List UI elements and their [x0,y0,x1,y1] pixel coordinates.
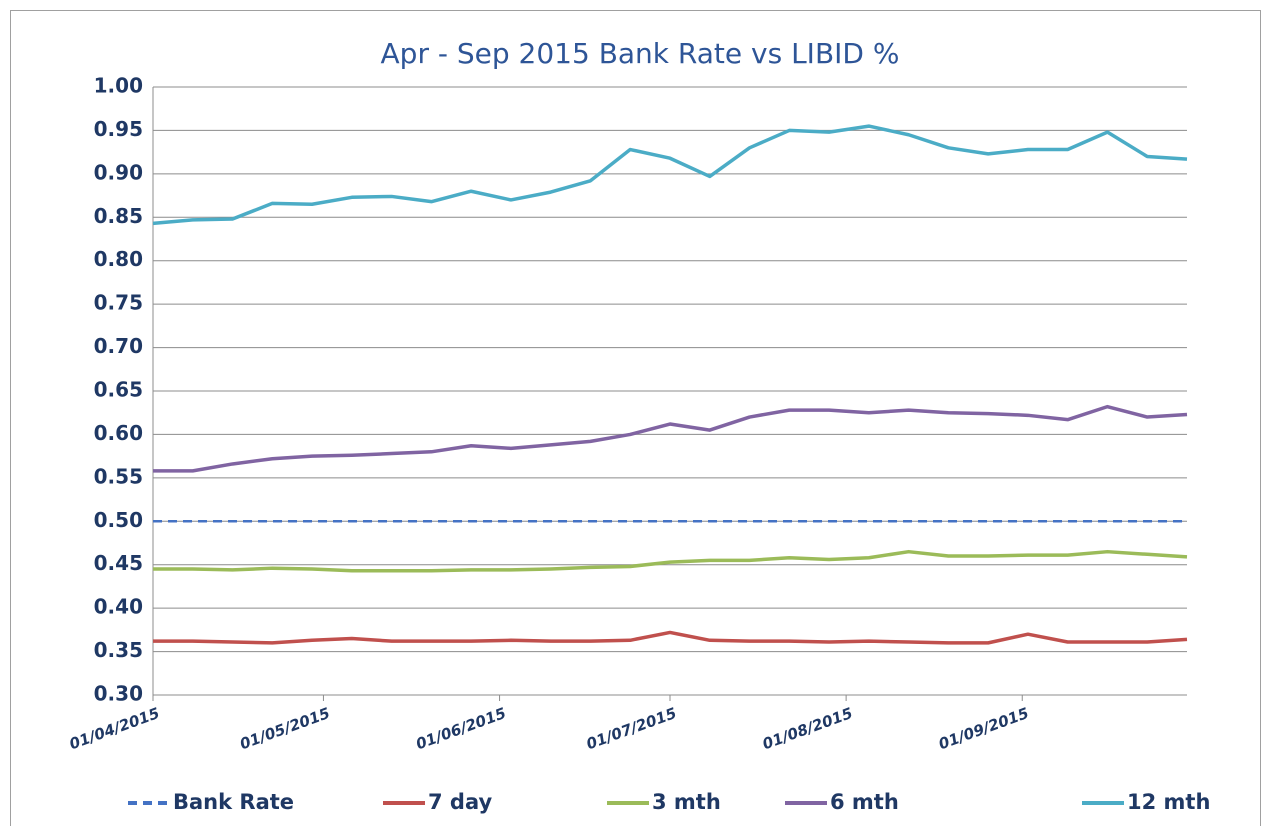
y-tick-label: 0.45 [94,551,143,575]
legend-label: Bank Rate [173,790,294,814]
legend-label: 6 mth [830,790,899,814]
y-tick-label: 0.90 [94,160,143,184]
series-line [153,404,1188,473]
y-tick-label: 0.30 [94,682,143,706]
chart-title: Apr - Sep 2015 Bank Rate vs LIBID % [381,37,900,70]
series-line [153,630,1188,645]
y-tick-label: 0.55 [94,464,143,488]
y-tick-label: 1.00 [94,74,143,98]
y-tick-label: 0.65 [94,378,143,402]
legend-label: 3 mth [652,790,721,814]
y-tick-label: 0.35 [94,638,143,662]
y-tick-label: 0.40 [94,595,143,619]
y-tick-label: 0.60 [94,421,143,445]
legend-label: 12 mth [1127,790,1210,814]
y-tick-label: 0.50 [94,508,143,532]
y-tick-label: 0.75 [94,291,143,315]
series-line [152,124,1188,226]
y-tick-label: 0.70 [94,334,143,358]
y-tick-label: 0.80 [94,247,143,271]
legend-label: 7 day [428,790,492,814]
y-tick-label: 0.85 [94,204,143,228]
series-line [153,549,1188,573]
y-tick-label: 0.95 [94,117,143,141]
